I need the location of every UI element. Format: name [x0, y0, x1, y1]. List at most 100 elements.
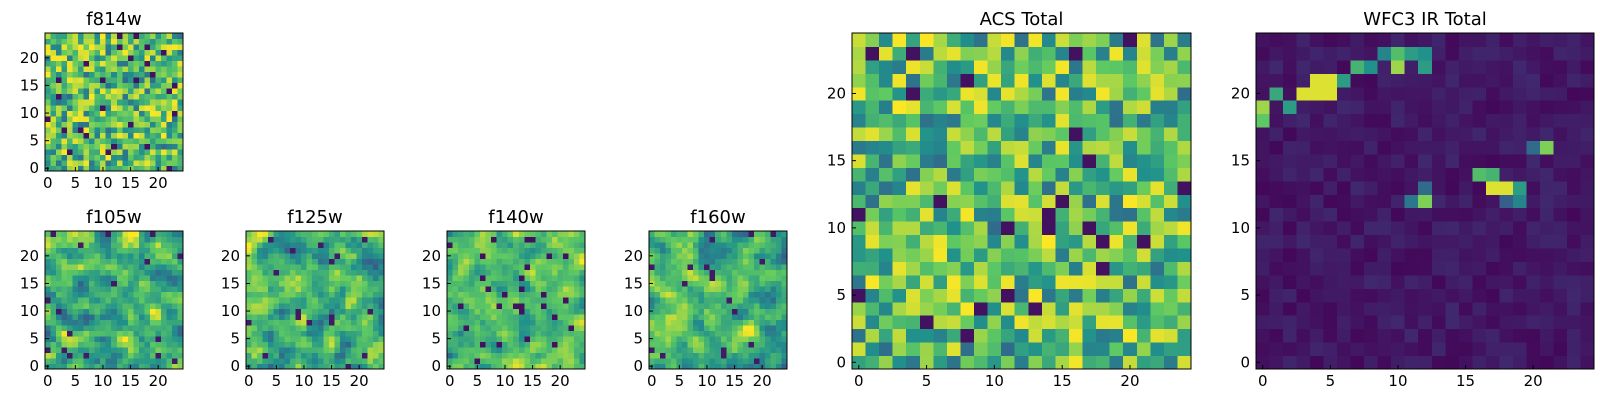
- heatmap-cell: [573, 286, 580, 293]
- heatmap-cell: [507, 363, 514, 370]
- heatmap-cell: [502, 253, 509, 260]
- heatmap-cell: [1377, 248, 1392, 262]
- heatmap-cell: [865, 46, 880, 61]
- heatmap-cell: [116, 258, 123, 265]
- heatmap-cell: [676, 264, 683, 271]
- heatmap-cell: [100, 231, 107, 238]
- heatmap-cell: [361, 242, 368, 249]
- heatmap-cell: [906, 167, 921, 182]
- heatmap-cell: [720, 236, 727, 243]
- heatmap-cell: [1458, 86, 1473, 101]
- heatmap-cell: [469, 330, 476, 337]
- heatmap-cell: [94, 308, 101, 315]
- heatmap-cell: [485, 346, 492, 353]
- heatmap-cell: [1539, 234, 1554, 249]
- heatmap-cell: [568, 269, 575, 276]
- heatmap-cell: [770, 280, 777, 287]
- heatmap-cell: [83, 104, 90, 111]
- heatmap-cell: [682, 341, 689, 348]
- heatmap-cell: [513, 264, 520, 271]
- heatmap-cell: [715, 275, 722, 282]
- heatmap-cell: [67, 341, 74, 348]
- heatmap-cell: [56, 264, 63, 271]
- heatmap-cell: [1472, 234, 1487, 249]
- heatmap-cell: [1136, 113, 1151, 128]
- heatmap-cell: [306, 357, 313, 364]
- heatmap-cell: [770, 357, 777, 364]
- heatmap-cell: [166, 38, 173, 45]
- heatmap-cell: [100, 275, 107, 282]
- heatmap-cell: [273, 308, 280, 315]
- heatmap-cell: [1364, 207, 1379, 222]
- heatmap-cell: [987, 328, 1002, 343]
- heatmap-cell: [100, 330, 107, 337]
- heatmap-cell: [138, 115, 145, 122]
- heatmap-cell: [1445, 207, 1460, 222]
- heatmap-cell: [1472, 274, 1487, 289]
- heatmap-cell: [1485, 59, 1500, 74]
- heatmap-cell: [56, 330, 63, 337]
- heatmap-cell: [138, 99, 145, 106]
- heatmap-cell: [1041, 33, 1056, 47]
- heatmap-cell: [865, 180, 880, 195]
- heatmap-cell: [649, 352, 656, 359]
- heatmap-cell: [67, 93, 74, 100]
- panel-title-f160w: f160w: [690, 207, 745, 228]
- heatmap-cell: [105, 308, 112, 315]
- heatmap-cell: [1377, 140, 1392, 155]
- heatmap-cell: [879, 274, 894, 289]
- heatmap-cell: [1001, 33, 1016, 47]
- heatmap-cell: [171, 231, 178, 238]
- heatmap-cell: [1163, 221, 1178, 236]
- heatmap-cell: [974, 355, 989, 370]
- heatmap-cell: [665, 313, 672, 320]
- heatmap-cell: [1283, 46, 1298, 61]
- heatmap-cell: [56, 44, 63, 51]
- heatmap-cell: [50, 313, 57, 320]
- heatmap-cell: [1269, 234, 1284, 249]
- x-tick-label: 20: [149, 174, 168, 192]
- heatmap-cell: [367, 346, 374, 353]
- heatmap-cell: [919, 342, 934, 357]
- heatmap-cell: [290, 308, 297, 315]
- heatmap-cell: [1136, 33, 1151, 47]
- heatmap-cell: [1109, 100, 1124, 115]
- heatmap-cell: [1364, 342, 1379, 357]
- heatmap-cell: [367, 286, 374, 293]
- heatmap-cell: [535, 363, 542, 370]
- heatmap-cell: [1123, 274, 1138, 289]
- heatmap-cell: [1404, 248, 1419, 262]
- heatmap-cell: [138, 143, 145, 150]
- heatmap-cell: [682, 258, 689, 265]
- heatmap-cell: [1256, 46, 1271, 61]
- heatmap-cell: [78, 324, 85, 331]
- heatmap-cell: [122, 264, 129, 271]
- heatmap-cell: [1323, 248, 1338, 262]
- heatmap-cell: [72, 330, 79, 337]
- heatmap-cell: [987, 194, 1002, 209]
- heatmap-cell: [323, 247, 330, 254]
- heatmap-cell: [301, 286, 308, 293]
- heatmap-cell: [138, 269, 145, 276]
- heatmap-cell: [1256, 153, 1271, 168]
- heatmap-cell: [67, 291, 74, 298]
- heatmap-cell: [1001, 288, 1016, 303]
- heatmap-cell: [1566, 342, 1581, 357]
- heatmap-cell: [361, 275, 368, 282]
- heatmap-cell: [1458, 207, 1473, 222]
- heatmap-cell: [89, 82, 96, 89]
- heatmap-cell: [720, 308, 727, 315]
- heatmap-cell: [715, 363, 722, 370]
- heatmap-cell: [709, 335, 716, 342]
- panel-title-wfc3-ir-total: WFC3 IR Total: [1363, 9, 1486, 30]
- heatmap-cell: [540, 236, 547, 243]
- heatmap-cell: [1014, 221, 1029, 236]
- heatmap-cell: [649, 236, 656, 243]
- heatmap-cell: [61, 38, 68, 45]
- heatmap-cell: [726, 297, 733, 304]
- heatmap-cell: [89, 346, 96, 353]
- heatmap-cell: [852, 301, 867, 316]
- x-tick-label: 20: [149, 372, 168, 390]
- heatmap-cell: [1391, 207, 1406, 222]
- heatmap-cell: [133, 286, 140, 293]
